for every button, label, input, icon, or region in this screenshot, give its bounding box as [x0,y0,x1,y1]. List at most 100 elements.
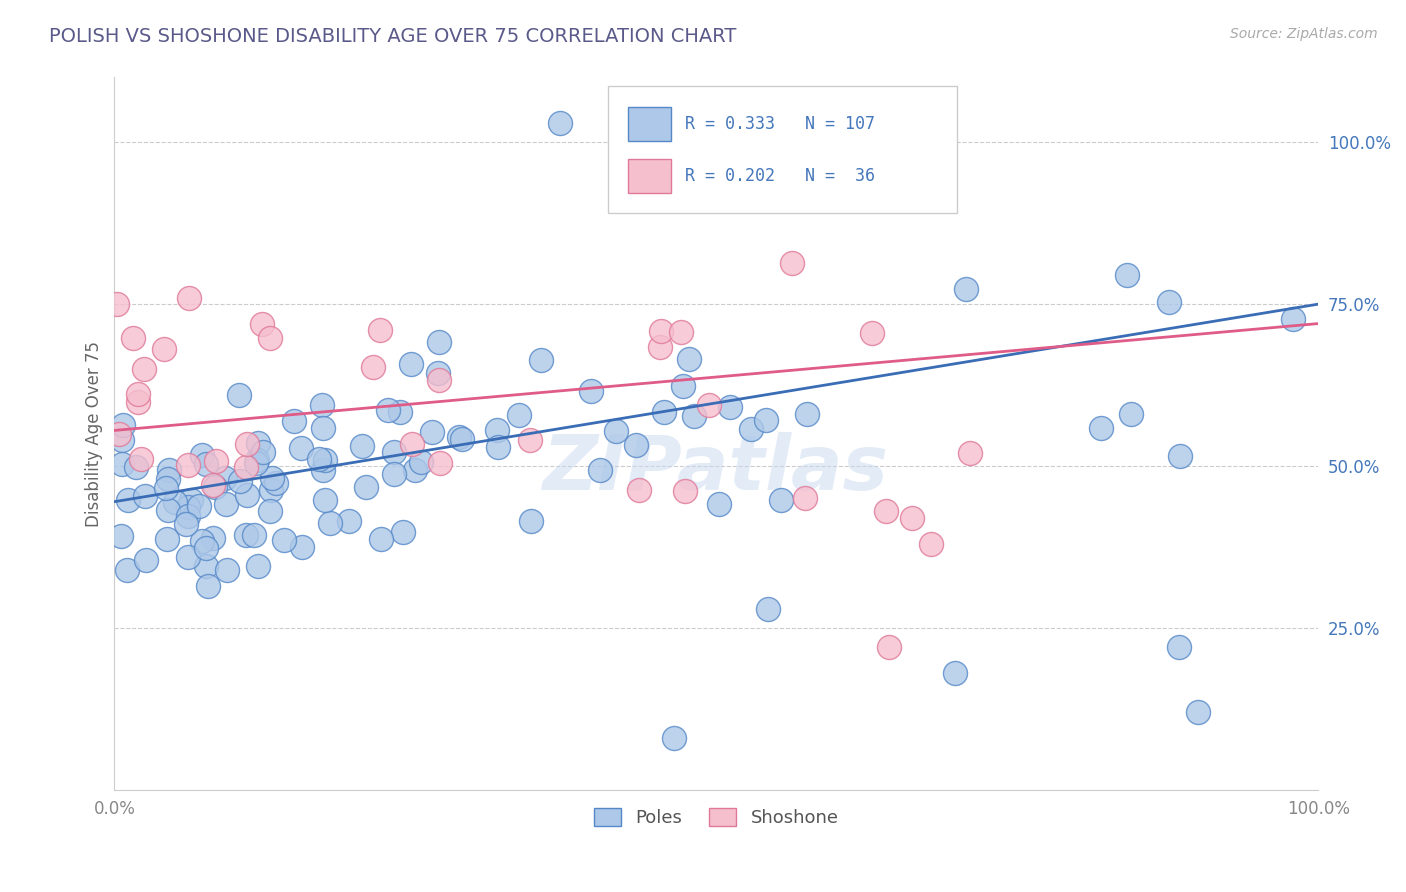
Point [959,446,981,460]
Point [260,471,283,485]
Point [312,420,335,434]
Point [291,540,314,554]
Point [217,563,239,577]
Point [519,433,541,447]
Point [875,504,897,518]
Point [697,399,720,413]
Point [155,481,177,495]
Point [202,531,225,545]
Point [654,405,676,419]
Point [486,440,509,454]
Point [420,425,443,439]
Point [177,458,200,473]
Point [259,504,281,518]
Point [314,453,336,467]
Point [756,601,779,615]
Point [1090,421,1112,435]
Point [177,500,200,514]
Point [311,398,333,412]
Point [243,528,266,542]
Point [1168,449,1191,463]
Point [236,437,259,451]
Point [662,731,685,745]
Point [740,422,762,436]
Point [382,467,405,482]
Point [796,407,818,421]
FancyBboxPatch shape [628,159,671,193]
Point [260,483,283,497]
Point [214,470,236,484]
Point [194,541,217,555]
Point [197,579,219,593]
Point [955,282,977,296]
Point [290,441,312,455]
Point [121,331,143,345]
Point [127,386,149,401]
Point [427,366,450,380]
Point [769,492,792,507]
Point [451,432,474,446]
Point [368,323,391,337]
Point [943,666,966,681]
Point [707,497,730,511]
Point [648,340,671,354]
Point [409,455,432,469]
Point [1115,268,1137,283]
Point [370,532,392,546]
Point [337,514,360,528]
Point [1168,640,1191,655]
Point [404,463,426,477]
Point [589,463,612,477]
Point [650,324,672,338]
Point [377,402,399,417]
Point [548,116,571,130]
Point [132,361,155,376]
Point [177,291,200,305]
Text: ZIPatlas: ZIPatlas [543,433,890,507]
Text: R = 0.333   N = 107: R = 0.333 N = 107 [685,115,875,133]
Point [314,493,336,508]
Point [427,334,450,349]
Point [392,525,415,540]
Point [508,408,530,422]
Text: R = 0.202   N =  36: R = 0.202 N = 36 [685,167,875,185]
Point [920,537,942,551]
Point [486,424,509,438]
Point [718,401,741,415]
Point [235,528,257,542]
Legend: Poles, Shoshone: Poles, Shoshone [586,800,846,834]
Point [125,459,148,474]
Point [117,492,139,507]
Point [176,549,198,564]
Point [245,456,267,470]
Point [399,357,422,371]
Point [108,427,131,442]
Point [205,454,228,468]
Point [180,493,202,508]
Point [111,434,134,448]
Point [782,255,804,269]
Point [669,325,692,339]
Point [605,424,627,438]
Point [901,511,924,525]
Point [195,558,218,573]
Point [308,452,330,467]
FancyBboxPatch shape [628,107,671,141]
Point [159,463,181,477]
Point [174,517,197,532]
Point [350,439,373,453]
Point [860,326,883,340]
Point [115,563,138,577]
Point [252,317,274,331]
Point [361,360,384,375]
Point [246,436,269,450]
Point [388,405,411,419]
Point [127,394,149,409]
Point [678,351,700,366]
Text: Source: ZipAtlas.com: Source: ZipAtlas.com [1230,27,1378,41]
Point [246,453,269,467]
Point [111,458,134,472]
Point [110,529,132,543]
Point [283,414,305,428]
Point [188,499,211,513]
